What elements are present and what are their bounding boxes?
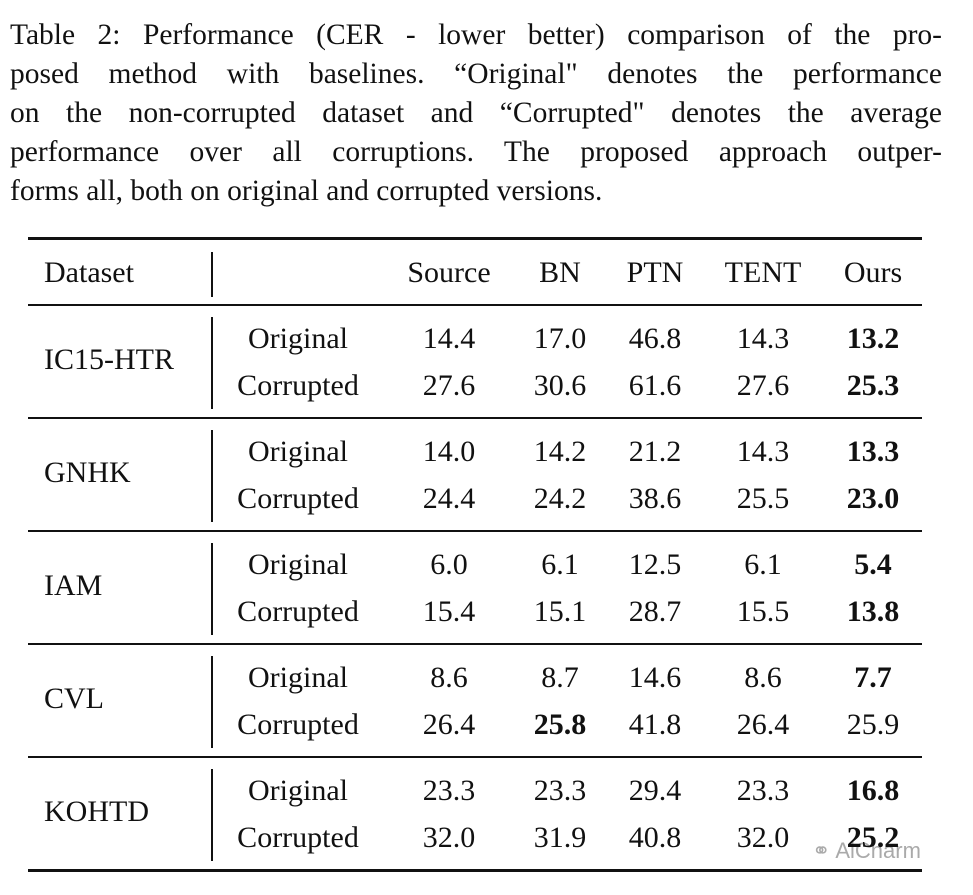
caption-label: Table 2: xyxy=(10,19,121,51)
cell: 38.6 xyxy=(628,482,682,515)
cell: 14.3 xyxy=(736,435,790,468)
cell: 25.2 xyxy=(846,821,900,854)
setting: Corrupted xyxy=(237,369,359,402)
setting: Original xyxy=(248,435,348,468)
header-cell: TENT xyxy=(724,256,802,289)
caption-line: on the non-corrupted dataset and “Corrup… xyxy=(10,94,942,133)
cell: 23.0 xyxy=(846,482,900,515)
caption-text: posed method with baselines. “Original" … xyxy=(10,58,942,90)
header-cell: PTN xyxy=(626,256,684,289)
caption: Table 2: Performance (CER - lower better… xyxy=(10,16,942,211)
cell: 6.0 xyxy=(430,548,468,581)
rule xyxy=(28,417,922,419)
vertical-rule xyxy=(211,252,213,297)
dataset-name: CVL xyxy=(44,682,104,715)
cell: 14.0 xyxy=(422,435,476,468)
cell: 25.9 xyxy=(846,708,900,741)
cell: 41.8 xyxy=(628,708,682,741)
cell: 17.0 xyxy=(533,322,587,355)
cell: 14.6 xyxy=(628,661,682,694)
cell: 24.2 xyxy=(533,482,587,515)
cell: 25.3 xyxy=(846,369,900,402)
cell: 5.4 xyxy=(854,548,892,581)
watermark-text: AiCharm xyxy=(835,838,921,863)
caption-text: on the non-corrupted dataset and “Corrup… xyxy=(10,97,942,129)
cell: 30.6 xyxy=(533,369,587,402)
rule xyxy=(28,304,922,306)
setting: Corrupted xyxy=(237,482,359,515)
setting: Corrupted xyxy=(237,821,359,854)
caption-line: performance over all corruptions. The pr… xyxy=(10,133,942,172)
cell: 27.6 xyxy=(736,369,790,402)
setting: Original xyxy=(248,548,348,581)
cell: 14.4 xyxy=(422,322,476,355)
vertical-rule xyxy=(211,543,213,635)
rule xyxy=(28,237,922,240)
cell: 32.0 xyxy=(736,821,790,854)
vertical-rule xyxy=(211,656,213,748)
cell: 27.6 xyxy=(422,369,476,402)
cell: 23.3 xyxy=(736,774,790,807)
cell: 46.8 xyxy=(628,322,682,355)
caption-text: Performance (CER - lower better) compari… xyxy=(142,19,942,51)
cell: 15.5 xyxy=(736,595,790,628)
cell: 40.8 xyxy=(628,821,682,854)
cell: 16.8 xyxy=(846,774,900,807)
cell: 12.5 xyxy=(628,548,682,581)
cell: 6.1 xyxy=(744,548,782,581)
rule xyxy=(28,756,922,758)
cell: 13.2 xyxy=(846,322,900,355)
dataset-name: GNHK xyxy=(44,456,131,489)
setting: Corrupted xyxy=(237,595,359,628)
setting: Original xyxy=(248,774,348,807)
caption-line: posed method with baselines. “Original" … xyxy=(10,55,942,94)
cell: 8.6 xyxy=(744,661,782,694)
vertical-rule xyxy=(211,430,213,522)
cell: 31.9 xyxy=(533,821,587,854)
cell: 26.4 xyxy=(422,708,476,741)
rule xyxy=(28,643,922,645)
rule xyxy=(28,530,922,532)
cell: 26.4 xyxy=(736,708,790,741)
rule xyxy=(28,869,922,872)
header-cell: Source xyxy=(407,256,491,289)
cell: 13.8 xyxy=(846,595,900,628)
vertical-rule xyxy=(211,769,213,861)
dataset-name: KOHTD xyxy=(44,795,149,828)
vertical-rule xyxy=(211,317,213,409)
cell: 25.8 xyxy=(533,708,587,741)
cell: 14.3 xyxy=(736,322,790,355)
cell: 21.2 xyxy=(628,435,682,468)
caption-text: performance over all corruptions. The pr… xyxy=(10,136,942,168)
cell: 13.3 xyxy=(846,435,900,468)
cell: 7.7 xyxy=(854,661,892,694)
cell: 23.3 xyxy=(422,774,476,807)
header-cell: Dataset xyxy=(44,256,134,289)
dataset-name: IAM xyxy=(44,569,103,602)
caption-text: forms all, both on original and corrupte… xyxy=(10,175,603,207)
cell: 8.6 xyxy=(430,661,468,694)
watermark: ⚭ AiCharm xyxy=(812,838,921,863)
setting: Original xyxy=(248,661,348,694)
cell: 6.1 xyxy=(541,548,579,581)
caption-line: forms all, both on original and corrupte… xyxy=(10,172,942,211)
cell: 29.4 xyxy=(628,774,682,807)
cell: 8.7 xyxy=(541,661,579,694)
caption-line: Table 2: Performance (CER - lower better… xyxy=(10,16,942,55)
cell: 24.4 xyxy=(422,482,476,515)
cell: 15.4 xyxy=(422,595,476,628)
cell: 23.3 xyxy=(533,774,587,807)
dataset-name: IC15-HTR xyxy=(44,343,174,376)
header-cell: Ours xyxy=(843,256,903,289)
cell: 25.5 xyxy=(736,482,790,515)
cell: 14.2 xyxy=(533,435,587,468)
cell: 28.7 xyxy=(628,595,682,628)
cell: 32.0 xyxy=(422,821,476,854)
setting: Original xyxy=(248,322,348,355)
cell: 61.6 xyxy=(628,369,682,402)
header-cell: BN xyxy=(539,256,581,289)
cell: 15.1 xyxy=(533,595,587,628)
setting: Corrupted xyxy=(237,708,359,741)
